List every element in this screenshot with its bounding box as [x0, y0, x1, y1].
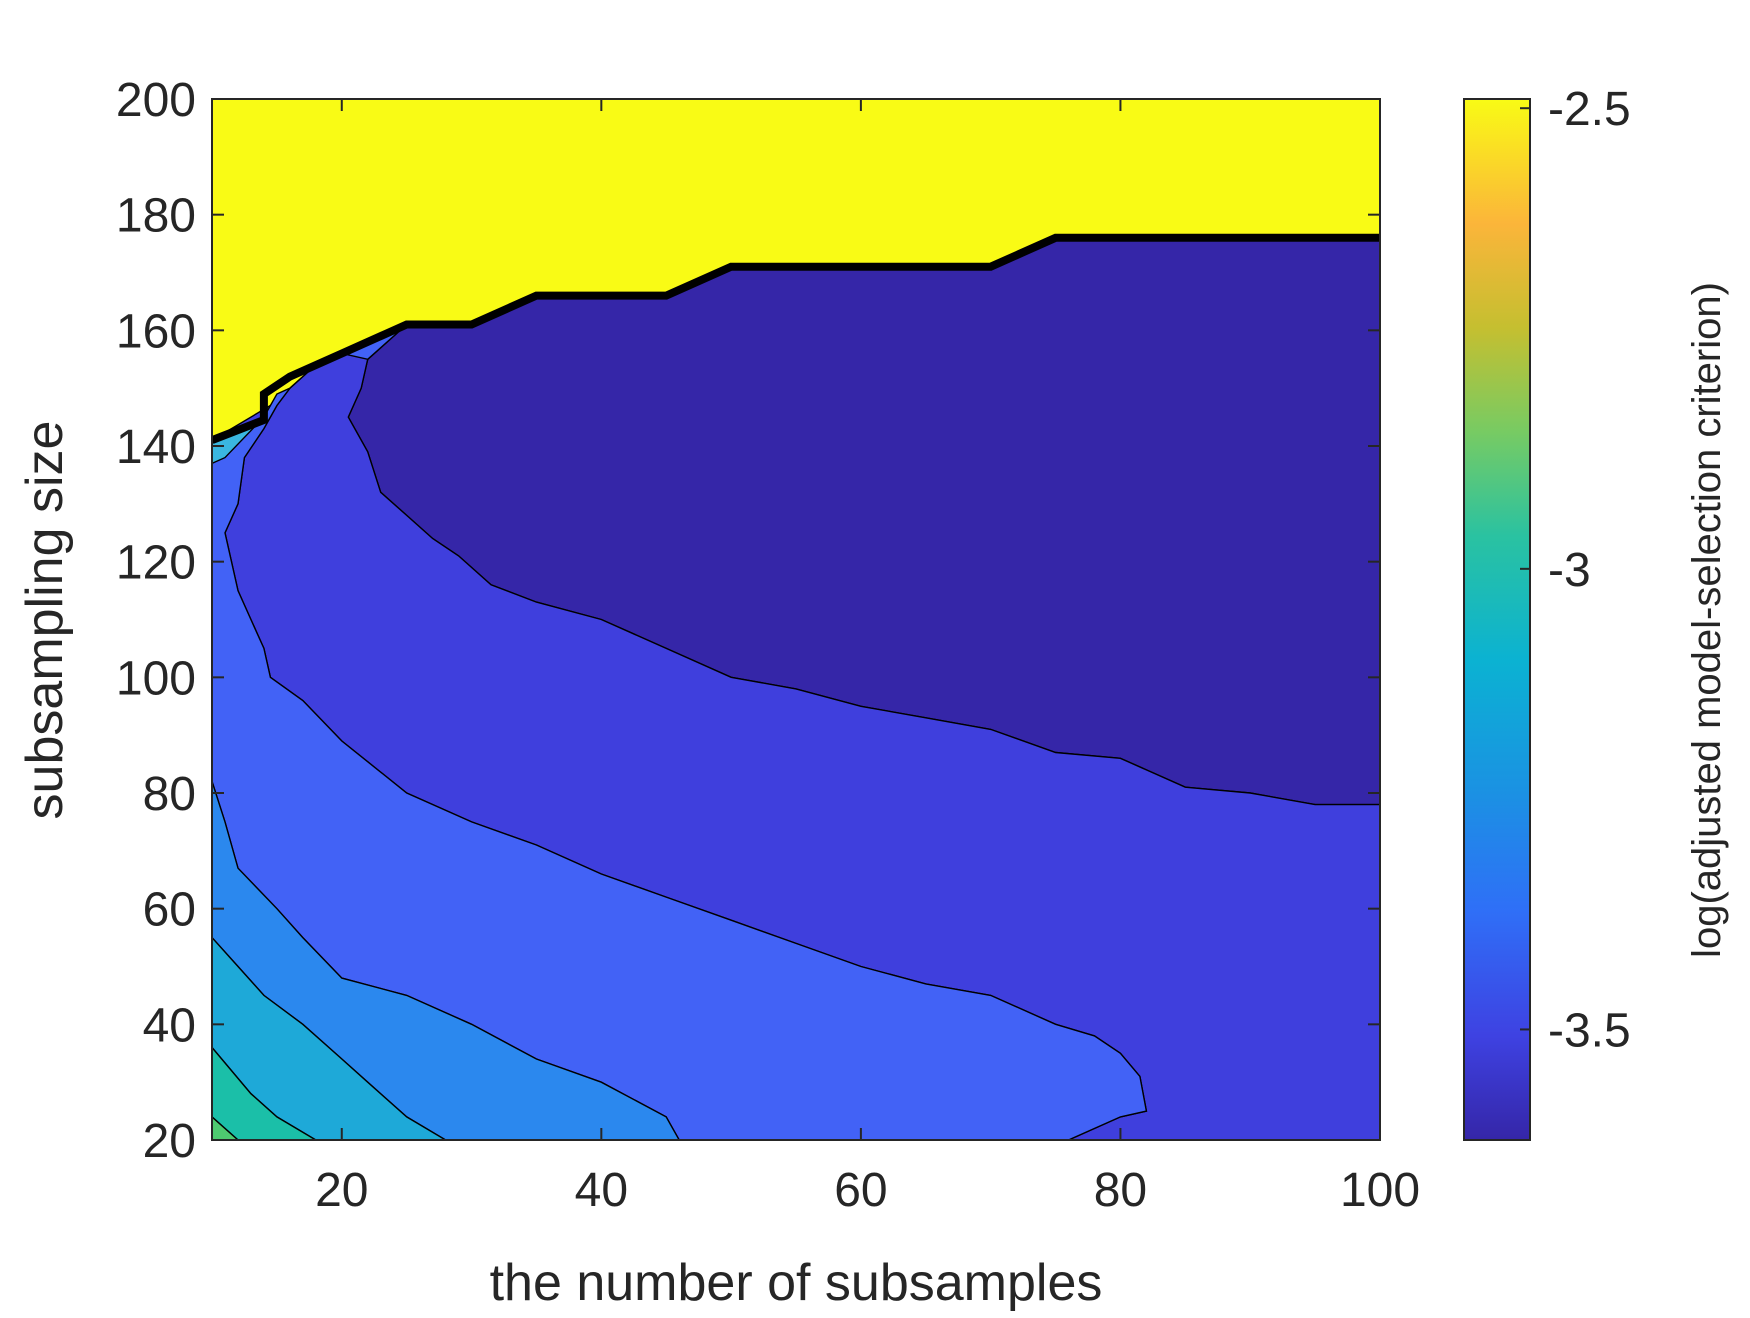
y-axis: 20 40 60 80 100 120 140 160 180 200 — [116, 74, 1380, 1168]
y-tick-label: 120 — [116, 537, 196, 590]
y-tick-label: 40 — [143, 999, 196, 1052]
y-axis-label: subsampling size — [16, 421, 74, 820]
y-tick-label: 100 — [116, 652, 196, 705]
contour-boundary — [212, 233, 1380, 444]
contour-region-7 — [212, 1046, 318, 1140]
y-tick-label: 80 — [143, 768, 196, 821]
colorbar-tick-label: -3 — [1548, 544, 1591, 597]
colorbar-tick-label: -2.5 — [1548, 83, 1631, 136]
x-tick-label: 80 — [1094, 1164, 1147, 1217]
x-tick-label: 60 — [834, 1164, 887, 1217]
x-tick-label: 20 — [315, 1164, 368, 1217]
y-tick-label: 140 — [116, 421, 196, 474]
x-tick-label: 100 — [1340, 1164, 1420, 1217]
colorbar-label: log(adjusted model-selection criterion) — [1685, 282, 1729, 958]
y-tick-label: 160 — [116, 305, 196, 358]
plot-area-frame — [211, 98, 1381, 1141]
colorbar-tick-label: -3.5 — [1548, 1004, 1631, 1057]
contour-region-8 — [212, 1115, 240, 1140]
y-tick-label: 180 — [116, 190, 196, 243]
x-tick-label: 40 — [575, 1164, 628, 1217]
x-axis: 20 40 60 80 100 — [315, 99, 1420, 1217]
y-tick-label: 60 — [143, 884, 196, 937]
y-tick-label: 200 — [116, 74, 196, 127]
contour-regions — [212, 99, 1380, 1140]
contour-boundary-line — [212, 233, 1380, 444]
y-tick-label: 20 — [143, 1115, 196, 1168]
colorbar — [1463, 98, 1531, 1141]
x-axis-label: the number of subsamples — [490, 1254, 1103, 1312]
colorbar-ticks: -2.5 -3 -3.5 — [1520, 83, 1631, 1057]
